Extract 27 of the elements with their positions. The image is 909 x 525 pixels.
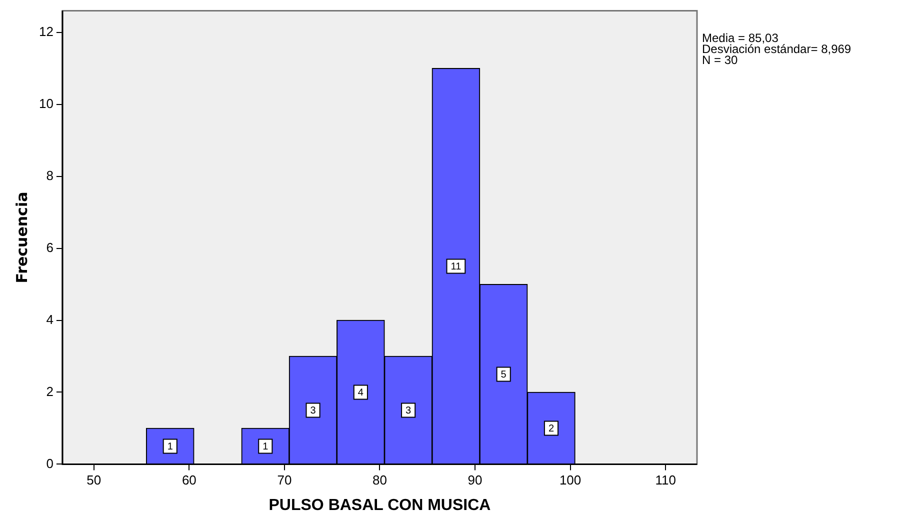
x-tick-label: 100	[559, 472, 582, 488]
data-label: 2	[548, 423, 554, 434]
data-label: 3	[406, 405, 412, 416]
data-label: 1	[167, 441, 174, 452]
y-tick-label: 10	[38, 96, 54, 111]
x-tick-label: 50	[86, 472, 102, 488]
y-tick-label: 8	[46, 168, 54, 183]
y-axis-title: Frecuencia	[12, 192, 31, 284]
y-tick-label: 4	[46, 312, 54, 327]
x-tick-label: 60	[182, 472, 196, 488]
data-label: 11	[450, 262, 462, 273]
text: Media = 85,03	[702, 31, 778, 45]
y-tick-label: 0	[46, 456, 54, 471]
x-tick-label: 80	[372, 472, 387, 488]
x-tick-label: 110	[655, 472, 676, 488]
x-tick-label: 70	[277, 472, 292, 488]
data-label: 1	[262, 441, 269, 452]
x-axis-title: PULSO BASAL CON MUSICA	[268, 496, 492, 514]
y-tick-label: 2	[46, 384, 54, 399]
data-label: 3	[310, 405, 316, 416]
text: N = 30	[702, 53, 738, 67]
y-tick-label: 12	[38, 24, 54, 39]
data-label: 4	[358, 387, 364, 398]
data-label: 5	[500, 369, 507, 380]
text: Desviación estándar= 8,969	[702, 42, 852, 56]
x-tick-label: 90	[468, 472, 482, 488]
y-tick-label: 6	[46, 240, 54, 255]
